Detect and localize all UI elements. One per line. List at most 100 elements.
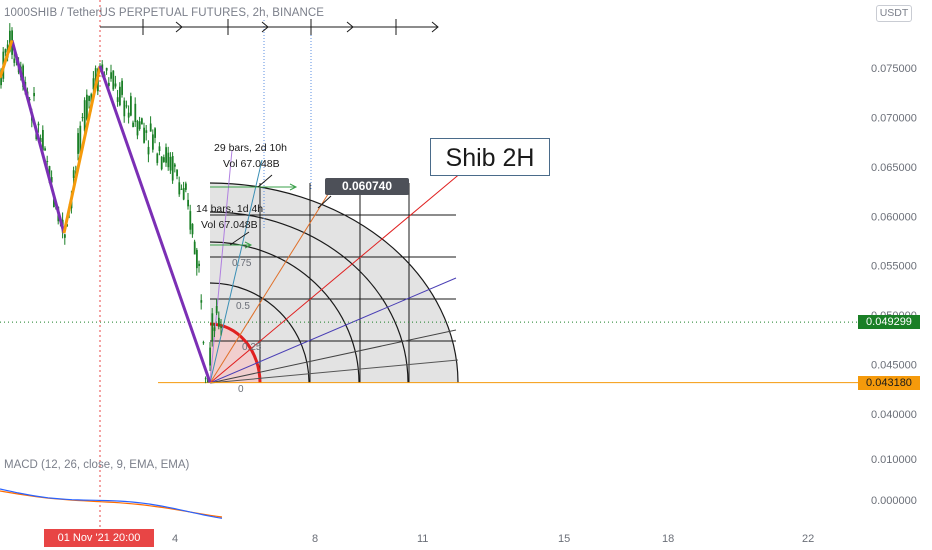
candle-body xyxy=(37,123,40,126)
candle-body xyxy=(182,187,185,200)
fib-level-label: 0 xyxy=(238,384,244,395)
time-ruler-arrow xyxy=(431,21,439,33)
range-arrow-head xyxy=(244,241,253,249)
candle-body xyxy=(77,133,79,154)
candle-body xyxy=(79,125,82,155)
gann-ray xyxy=(209,277,457,384)
fib-level-label: 0.75 xyxy=(232,258,252,269)
candle-body xyxy=(209,347,211,366)
gann-arc xyxy=(209,211,409,384)
candle-body xyxy=(44,148,46,151)
candle-body xyxy=(145,130,148,133)
candle-body xyxy=(28,99,31,101)
gann-ray xyxy=(209,159,263,384)
candle-body xyxy=(200,300,203,303)
candles-series xyxy=(0,23,222,384)
annotation-label[interactable]: Shib 2H xyxy=(430,138,550,176)
candle-body xyxy=(169,156,172,171)
fan-fill xyxy=(210,183,458,383)
candle-body xyxy=(116,97,119,102)
candle-body xyxy=(81,117,84,119)
time-tick-label: 15 xyxy=(558,533,570,545)
last-price-tag: 0.049299 xyxy=(858,315,920,329)
candle-body xyxy=(174,164,176,167)
time-ruler-arrow xyxy=(261,21,269,33)
candle-body xyxy=(138,121,141,130)
candle-body xyxy=(204,378,207,380)
fan-inner-fill xyxy=(210,324,260,383)
price-tick-label: 0.070000 xyxy=(871,112,917,124)
candle-body xyxy=(53,199,55,208)
range-volume-label: Vol 67.048B xyxy=(223,158,280,170)
gann-arc xyxy=(209,182,459,384)
candle-body xyxy=(9,30,11,52)
range-callout xyxy=(257,174,273,188)
range-bars-label: 14 bars, 1d 4h xyxy=(196,203,263,215)
time-ruler-arrow xyxy=(175,21,183,33)
swing-leg xyxy=(62,65,102,234)
candle-body xyxy=(196,249,198,269)
candle-body xyxy=(108,82,110,86)
macd-signal-line xyxy=(0,490,223,518)
candle-body xyxy=(112,70,115,90)
gann-ray xyxy=(209,329,457,384)
tooltip-callout xyxy=(317,195,332,209)
candle-body xyxy=(152,134,154,150)
time-tick-label: 11 xyxy=(417,533,428,545)
candle-body xyxy=(191,223,194,235)
macd-title: MACD (12, 26, close, 9, EMA, EMA) xyxy=(4,459,190,471)
candle-body xyxy=(42,129,44,151)
candle-body xyxy=(213,327,216,332)
candle-body xyxy=(189,211,192,230)
time-ruler-arrow xyxy=(346,21,354,33)
candle-body xyxy=(130,96,132,116)
candle-body xyxy=(39,138,42,143)
price-tick-label: 0.065000 xyxy=(871,162,917,174)
candle-body xyxy=(83,100,86,131)
candle-body xyxy=(171,156,174,181)
time-tick-label: 8 xyxy=(312,533,318,545)
candle-body xyxy=(134,103,137,123)
price-tick-label: 0.040000 xyxy=(871,409,917,421)
candle-body xyxy=(64,234,66,238)
candle-body xyxy=(187,199,189,207)
candle-body xyxy=(125,105,128,107)
symbol-title: 1000SHIB / TetherUS PERPETUAL FUTURES, 2… xyxy=(4,7,325,19)
candle-body xyxy=(160,156,163,170)
candle-body xyxy=(101,64,104,71)
swing-leg xyxy=(0,39,14,79)
candle-body xyxy=(158,146,161,152)
candle-body xyxy=(165,147,167,163)
candle-body xyxy=(143,127,145,143)
candle-body xyxy=(178,182,181,195)
candle-body xyxy=(127,112,130,118)
candle-body xyxy=(110,72,112,79)
candle-body xyxy=(149,123,152,132)
macd-line xyxy=(0,488,223,519)
candle-body xyxy=(154,128,156,138)
candle-body xyxy=(176,169,178,177)
candle-body xyxy=(147,146,150,155)
candle-body xyxy=(163,157,165,163)
gann-ray xyxy=(209,182,336,384)
time-tick-label: 22 xyxy=(802,533,814,545)
candle-body xyxy=(215,306,218,314)
candle-body xyxy=(218,317,220,327)
candle-body xyxy=(13,58,16,63)
gann-fan-drawing[interactable] xyxy=(209,149,463,384)
price-tick-label: 0.055000 xyxy=(871,261,917,273)
macd-tick-label: 0.000000 xyxy=(871,495,917,507)
price-tick-label: 0.045000 xyxy=(871,360,917,372)
candle-body xyxy=(136,121,139,136)
range-arrow-head xyxy=(289,183,298,191)
currency-badge[interactable]: USDT xyxy=(876,5,912,22)
candle-body xyxy=(141,118,143,125)
candle-body xyxy=(211,313,214,342)
range-bars-label: 29 bars, 2d 10h xyxy=(214,142,287,154)
candle-body xyxy=(180,188,183,190)
candle-body xyxy=(33,92,35,97)
candle-body xyxy=(121,80,123,95)
date-marker: 01 Nov '21 20:00 xyxy=(44,529,154,547)
level-price-tag: 0.043180 xyxy=(858,376,920,390)
